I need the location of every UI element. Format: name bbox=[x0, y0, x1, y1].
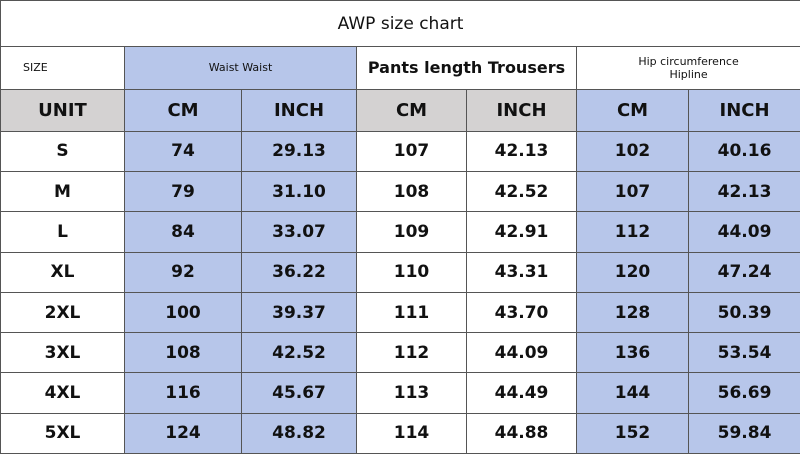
data-cell: 43.70 bbox=[466, 291, 577, 334]
units-row: UNIT CM INCH CM INCH CM INCH bbox=[0, 88, 800, 132]
header-cell: Waist Waist bbox=[124, 46, 357, 90]
data-cell: 112 bbox=[576, 211, 689, 253]
data-cell: 42.91 bbox=[466, 211, 577, 253]
data-row: 5XL 124 48.82 114 44.88 152 59.84 bbox=[0, 412, 800, 454]
data-cell: 53.54 bbox=[687, 332, 800, 374]
data-cell: 39.37 bbox=[241, 291, 357, 334]
data-cell: 31.10 bbox=[241, 171, 357, 213]
data-cell: 108 bbox=[356, 171, 467, 213]
unit-cell: INCH bbox=[466, 88, 577, 132]
unit-cell: INCH bbox=[241, 88, 357, 132]
data-cell: 144 bbox=[576, 372, 689, 414]
data-cell: 128 bbox=[576, 291, 689, 334]
data-cell: 42.13 bbox=[687, 171, 800, 213]
data-cell: 33.07 bbox=[241, 211, 357, 253]
data-row: XL 92 36.22 110 43.31 120 47.24 bbox=[0, 251, 800, 293]
data-cell: 43.31 bbox=[466, 251, 577, 293]
data-cell: 59.84 bbox=[687, 412, 800, 454]
header-cell: SIZE bbox=[0, 46, 125, 90]
data-cell: 120 bbox=[576, 251, 689, 293]
data-cell: 107 bbox=[356, 130, 467, 173]
data-cell: 42.13 bbox=[466, 130, 577, 173]
data-cell: 2XL bbox=[0, 291, 125, 334]
data-cell: M bbox=[0, 171, 125, 213]
data-cell: 100 bbox=[124, 291, 242, 334]
data-cell: 112 bbox=[356, 332, 467, 374]
data-cell: S bbox=[0, 130, 125, 173]
data-cell: 92 bbox=[124, 251, 242, 293]
data-cell: 44.88 bbox=[466, 412, 577, 454]
data-row: 4XL 116 45.67 113 44.49 144 56.69 bbox=[0, 372, 800, 414]
data-cell: 5XL bbox=[0, 412, 125, 454]
data-cell: 44.09 bbox=[687, 211, 800, 253]
data-cell: 84 bbox=[124, 211, 242, 253]
data-cell: 36.22 bbox=[241, 251, 357, 293]
data-row: L 84 33.07 109 42.91 112 44.09 bbox=[0, 211, 800, 253]
unit-cell: CM bbox=[576, 88, 689, 132]
data-cell: 44.49 bbox=[466, 372, 577, 414]
data-cell: 29.13 bbox=[241, 130, 357, 173]
data-cell: 42.52 bbox=[466, 171, 577, 213]
data-cell: XL bbox=[0, 251, 125, 293]
title: AWP size chart bbox=[0, 0, 800, 48]
data-cell: 116 bbox=[124, 372, 242, 414]
title-row: AWP size chart bbox=[0, 0, 800, 48]
header-cell: Hip circumference Hipline bbox=[575, 46, 800, 90]
data-cell: 102 bbox=[576, 130, 689, 173]
data-cell: 56.69 bbox=[687, 372, 800, 414]
header-line: Hip circumference bbox=[638, 54, 739, 68]
data-row: 3XL 108 42.52 112 44.09 136 53.54 bbox=[0, 332, 800, 374]
unit-cell: INCH bbox=[687, 88, 800, 132]
data-cell: 3XL bbox=[0, 332, 125, 374]
unit-cell: UNIT bbox=[0, 88, 125, 132]
header-row: SIZE Waist Waist Pants length Trousers H… bbox=[0, 46, 800, 90]
data-cell: 4XL bbox=[0, 372, 125, 414]
data-cell: 111 bbox=[356, 291, 467, 334]
data-cell: 47.24 bbox=[687, 251, 800, 293]
data-cell: 79 bbox=[124, 171, 242, 213]
data-cell: 48.82 bbox=[241, 412, 357, 454]
data-cell: 50.39 bbox=[687, 291, 800, 334]
data-cell: 44.09 bbox=[466, 332, 577, 374]
data-cell: 110 bbox=[356, 251, 467, 293]
data-cell: 113 bbox=[356, 372, 467, 414]
data-cell: 109 bbox=[356, 211, 467, 253]
data-cell: 114 bbox=[356, 412, 467, 454]
data-cell: 42.52 bbox=[241, 332, 357, 374]
data-row: M 79 31.10 108 42.52 107 42.13 bbox=[0, 171, 800, 213]
data-row: S 74 29.13 107 42.13 102 40.16 bbox=[0, 130, 800, 173]
data-cell: L bbox=[0, 211, 125, 253]
header-line: Hipline bbox=[669, 67, 708, 81]
data-cell: 108 bbox=[124, 332, 242, 374]
header-cell: Pants length Trousers bbox=[356, 46, 577, 90]
data-cell: 124 bbox=[124, 412, 242, 454]
data-cell: 74 bbox=[124, 130, 242, 173]
data-row: 2XL 100 39.37 111 43.70 128 50.39 bbox=[0, 291, 800, 334]
data-cell: 107 bbox=[576, 171, 689, 213]
unit-cell: CM bbox=[356, 88, 467, 132]
data-cell: 45.67 bbox=[241, 372, 357, 414]
data-cell: 136 bbox=[576, 332, 689, 374]
unit-cell: CM bbox=[124, 88, 242, 132]
data-cell: 40.16 bbox=[687, 130, 800, 173]
data-cell: 152 bbox=[576, 412, 689, 454]
